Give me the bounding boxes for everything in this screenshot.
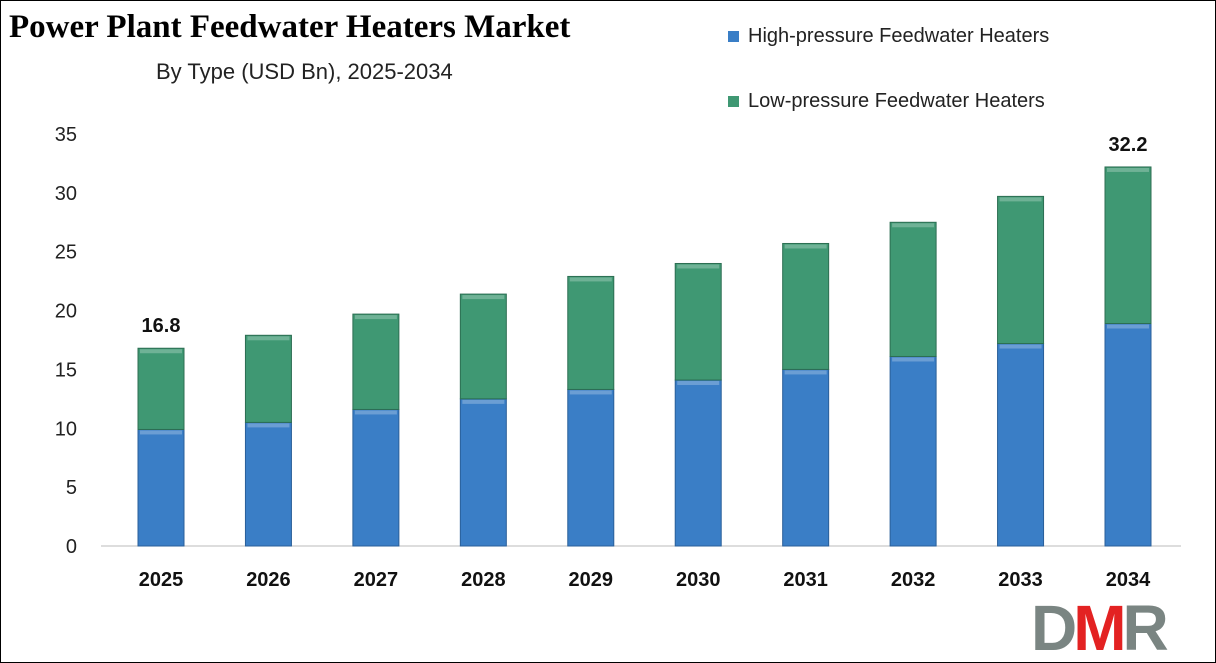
y-tick-label: 10 [55, 418, 77, 440]
bar-segment-low-pressure [674, 262, 722, 381]
bar-segment-high-pressure [997, 343, 1045, 547]
bar-segment-high-pressure [889, 355, 937, 547]
x-tick-label: 2030 [676, 569, 721, 591]
x-tick-label: 2027 [354, 569, 399, 591]
y-tick-label: 5 [66, 477, 77, 499]
y-tick-label: 35 [55, 124, 77, 146]
bar-bevel [892, 357, 935, 362]
x-tick-label: 2026 [246, 569, 291, 591]
bar-bevel [569, 277, 612, 282]
chart-title: Power Plant Feedwater Heaters Market [9, 9, 571, 45]
bar-bevel [354, 410, 397, 415]
y-tick-label: 15 [55, 359, 77, 381]
bar-bevel [784, 244, 827, 249]
x-tick-label: 2034 [1106, 569, 1151, 591]
bar-bevel [140, 349, 182, 354]
x-tick-label: 2025 [139, 569, 184, 591]
y-tick-label: 0 [66, 536, 77, 558]
bar-bevel [677, 264, 720, 269]
legend-swatch [728, 96, 739, 107]
legend-swatch [728, 31, 739, 42]
y-tick-label: 25 [55, 242, 77, 264]
bar-segment-low-pressure [782, 242, 830, 370]
x-tick-label: 2033 [998, 569, 1043, 591]
bar-bevel [999, 344, 1042, 349]
bar-segment-low-pressure [244, 334, 292, 423]
bar-bevel [569, 390, 612, 395]
bar-segment-high-pressure [137, 428, 185, 547]
x-tick-label: 2029 [569, 569, 614, 591]
y-tick-label: 20 [55, 301, 77, 323]
bar-segment-low-pressure [137, 347, 185, 430]
bar-segment-high-pressure [567, 388, 615, 547]
data-label: 32.2 [1109, 134, 1148, 156]
bar-segment-high-pressure [674, 379, 722, 547]
bar-bevel [247, 336, 290, 341]
bar-segment-high-pressure [352, 408, 400, 547]
legend-item-low-pressure: Low-pressure Feedwater Heaters [728, 90, 1045, 113]
bar-segment-high-pressure [782, 368, 830, 547]
bar-segment-low-pressure [1104, 166, 1152, 325]
bar-bevel [1107, 324, 1149, 329]
bar-bevel [892, 223, 935, 228]
bar-bevel [784, 370, 827, 375]
data-label: 16.8 [142, 315, 181, 337]
bar-bevel [677, 381, 720, 386]
bar-segment-low-pressure [459, 293, 507, 400]
dmr-logo: DMR [1031, 592, 1169, 663]
bar-segment-low-pressure [352, 313, 400, 410]
bar-bevel [462, 399, 505, 404]
bar-segment-low-pressure [997, 195, 1045, 345]
bar-segment-high-pressure [1104, 323, 1152, 547]
bar-segment-high-pressure [244, 421, 292, 547]
bar-segment-high-pressure [459, 398, 507, 547]
legend-item-high-pressure: High-pressure Feedwater Heaters [728, 25, 1049, 48]
y-tick-label: 30 [55, 183, 77, 205]
bar-bevel [354, 315, 397, 320]
bar-segment-low-pressure [567, 275, 615, 390]
bar-bevel [1107, 167, 1149, 172]
legend-label: Low-pressure Feedwater Heaters [748, 90, 1045, 112]
bar-segment-low-pressure [889, 221, 937, 357]
x-tick-label: 2031 [783, 569, 828, 591]
bar-bevel [462, 295, 505, 300]
legend-label: High-pressure Feedwater Heaters [748, 25, 1050, 47]
bar-bevel [247, 423, 290, 428]
x-tick-label: 2032 [891, 569, 936, 591]
bar-bevel [140, 430, 182, 435]
bar-bevel [999, 197, 1042, 202]
x-tick-label: 2028 [461, 569, 506, 591]
chart-subtitle: By Type (USD Bn), 2025-2034 [156, 59, 453, 84]
